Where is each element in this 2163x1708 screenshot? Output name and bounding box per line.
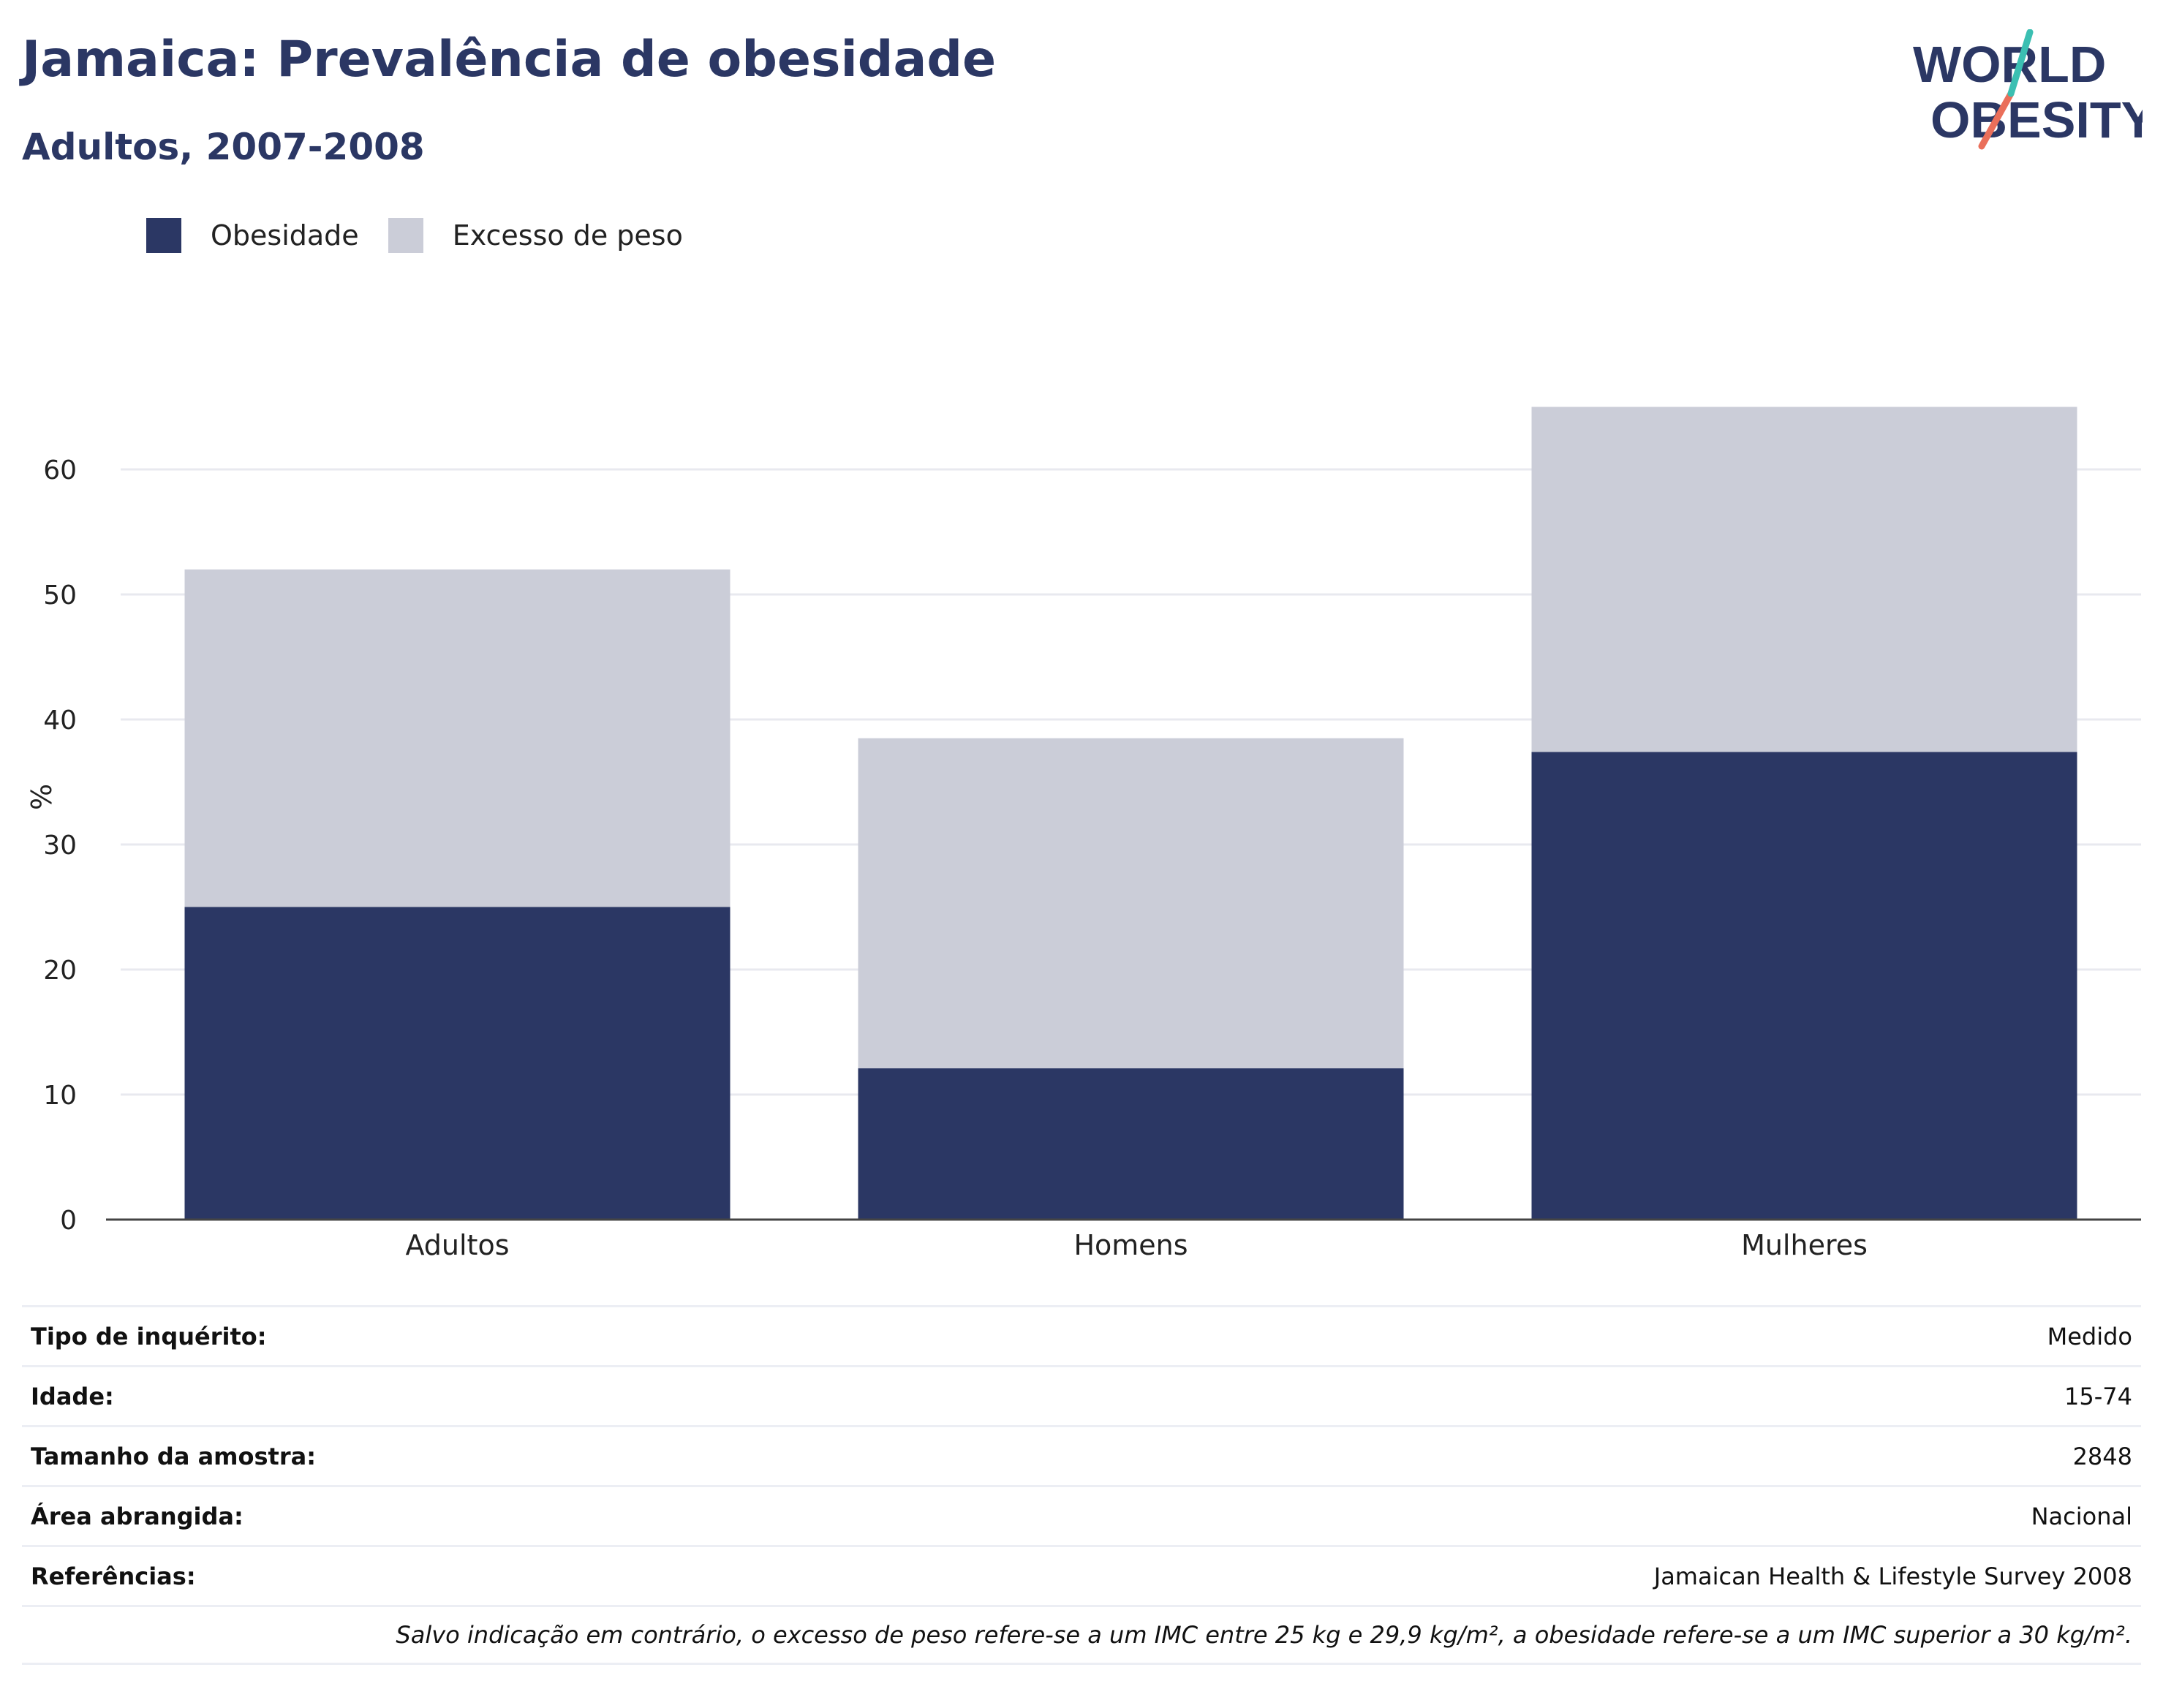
- info-value: 15-74: [2064, 1382, 2132, 1410]
- stacked-bar-chart: 0 10 20 30 40 50 60% Adultos Homens Mulheres: [26, 407, 2141, 1261]
- bar-obesity-mulheres: [1531, 752, 2077, 1220]
- y-tick-label: 20: [43, 956, 77, 986]
- legend-item-overweight: Excesso de peso: [388, 218, 683, 253]
- legend-item-obesity: Obesidade: [146, 218, 359, 253]
- info-value: Jamaican Health & Lifestyle Survey 2008: [1653, 1562, 2132, 1590]
- x-tick-label: Homens: [1073, 1229, 1188, 1261]
- legend-swatch-overweight: [388, 218, 423, 253]
- y-tick-label: 10: [43, 1081, 77, 1111]
- chart-subtitle: Adultos, 2007-2008: [22, 126, 425, 168]
- info-table: Tipo de inquérito: Medido Idade: 15-74 T…: [22, 1305, 2141, 1665]
- info-row-area: Área abrangida: Nacional: [22, 1485, 2141, 1545]
- bar-obesity-homens: [858, 1068, 1404, 1220]
- definition-note: Salvo indicação em contrário, o excesso …: [22, 1605, 2141, 1665]
- info-value: Nacional: [2031, 1502, 2132, 1530]
- x-tick-label: Adultos: [405, 1229, 509, 1261]
- info-value: Medido: [2047, 1322, 2132, 1350]
- info-key: Referências:: [31, 1562, 196, 1590]
- legend-label-overweight: Excesso de peso: [452, 219, 683, 252]
- bar-obesity-adultos: [184, 907, 731, 1220]
- logo-line1: WORLD: [1913, 36, 2106, 93]
- info-row-sample-size: Tamanho da amostra: 2848: [22, 1425, 2141, 1485]
- info-row-references: Referências: Jamaican Health & Lifestyle…: [22, 1545, 2141, 1605]
- bar-overweight-adultos: [184, 569, 731, 907]
- chart-title: Jamaica: Prevalência de obesidade: [22, 31, 997, 88]
- legend-label-obesity: Obesidade: [211, 219, 359, 252]
- y-tick-label: 0: [60, 1206, 77, 1236]
- logo-line2: OBESITY: [1930, 91, 2143, 148]
- y-axis-label: %: [26, 784, 58, 810]
- info-key: Área abrangida:: [31, 1502, 244, 1530]
- y-tick-label: 60: [43, 456, 77, 485]
- x-tick-label: Mulheres: [1741, 1229, 1868, 1261]
- y-tick-label: 30: [43, 831, 77, 861]
- info-key: Tipo de inquérito:: [31, 1322, 267, 1350]
- chart-legend: Obesidade Excesso de peso: [146, 218, 712, 253]
- world-obesity-logo: WORLD OBESITY: [1913, 29, 2143, 150]
- legend-swatch-obesity: [146, 218, 181, 253]
- y-tick-label: 50: [43, 581, 77, 611]
- bar-overweight-homens: [858, 738, 1404, 1069]
- info-row-age: Idade: 15-74: [22, 1365, 2141, 1425]
- y-tick-label: 40: [43, 706, 77, 736]
- info-value: 2848: [2072, 1442, 2132, 1470]
- info-row-survey-type: Tipo de inquérito: Medido: [22, 1305, 2141, 1365]
- info-key: Idade:: [31, 1382, 114, 1410]
- info-key: Tamanho da amostra:: [31, 1442, 316, 1470]
- bar-overweight-mulheres: [1531, 407, 2077, 752]
